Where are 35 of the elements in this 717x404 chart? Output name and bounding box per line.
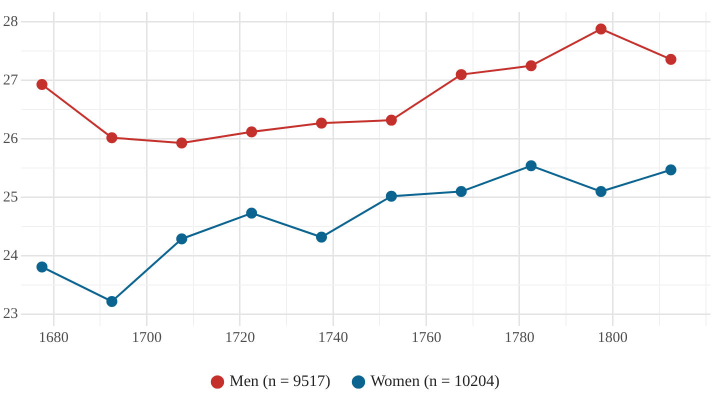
point [386, 190, 397, 202]
y-tick-label: 28 [3, 14, 18, 30]
x-tick-label: 1700 [132, 330, 162, 346]
x-tick-label: 1760 [411, 330, 442, 346]
point [665, 54, 676, 65]
point [106, 296, 118, 307]
y-tick-label: 27 [3, 72, 18, 88]
point [456, 186, 467, 198]
legend-label: Men (n = 9517) [229, 373, 330, 390]
point [526, 60, 537, 72]
y-tick-label: 25 [3, 189, 18, 206]
point [386, 114, 397, 126]
point [316, 118, 327, 129]
point [596, 23, 607, 34]
point [36, 261, 48, 272]
point [176, 137, 188, 148]
point [316, 232, 327, 243]
y-tick-label: 23 [3, 306, 18, 322]
legend-label: Women (n = 10204) [370, 373, 500, 390]
point [106, 132, 118, 144]
x-tick-label: 1720 [224, 330, 255, 346]
point [36, 79, 48, 90]
point [596, 186, 607, 198]
x-tick-label: 1780 [504, 330, 534, 346]
point [246, 208, 258, 219]
x-tick-label: 1740 [318, 330, 348, 346]
point [665, 164, 676, 176]
point [526, 160, 537, 172]
point [176, 233, 188, 244]
point [246, 126, 258, 138]
y-tick-label: 24 [3, 248, 18, 264]
point [456, 69, 467, 80]
x-tick-label: 1800 [598, 330, 628, 346]
y-tick-label: 26 [3, 130, 18, 147]
x-tick-label: 1680 [38, 330, 69, 346]
